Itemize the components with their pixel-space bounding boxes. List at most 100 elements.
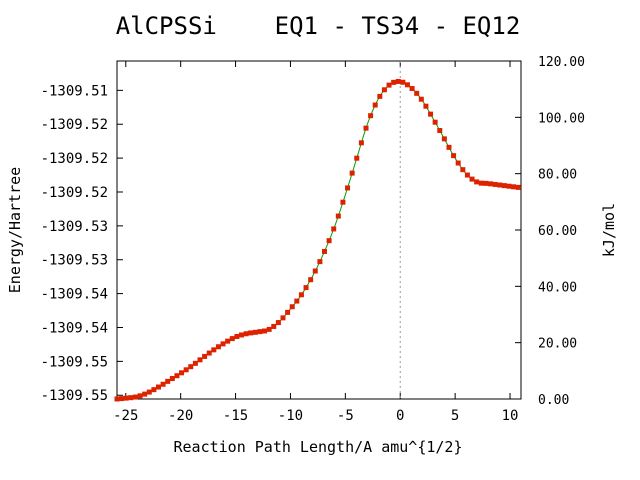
data-point [123,395,129,401]
data-point [257,329,263,335]
data-point [363,125,369,131]
data-point [474,179,480,185]
data-point [483,180,489,186]
y2-tick-label: 20.00 [538,337,577,352]
data-point [460,167,466,173]
y-tick-label: -1309.54 [41,320,108,336]
data-point [119,396,125,402]
data-point [340,199,346,205]
data-point [174,373,180,379]
data-point [395,78,401,84]
y-tick-label: -1309.55 [41,388,108,404]
x-tick-label: 0 [396,408,404,424]
data-point [266,326,272,332]
data-point [234,334,240,339]
data-point [303,285,309,291]
data-point [506,183,512,189]
data-point [132,394,138,400]
data-point [169,376,175,382]
data-point [358,140,364,146]
plot-frame [116,60,522,400]
data-point [220,341,226,347]
y2-tick-label: 80.00 [538,168,577,183]
data-point [469,176,475,182]
y-tick-label: -1309.53 [41,253,108,269]
y2-tick-label: 0.00 [538,393,569,408]
data-point [381,87,387,93]
data-point [437,128,443,133]
x-tick-label: 5 [451,408,459,424]
data-point [414,90,420,96]
data-point [464,172,470,178]
data-point [151,387,157,393]
data-point [391,79,397,85]
data-point [183,367,189,373]
y-tick-label: -1309.52 [41,185,108,201]
data-point [335,213,341,219]
data-point [280,315,286,321]
data-point [400,79,406,85]
y-axis-label: Energy/Hartree [6,167,24,293]
data-point [409,86,415,92]
y2-tick-label: 120.00 [538,55,585,70]
data-point [238,332,244,338]
data-point [114,396,120,402]
data-point [349,170,355,176]
data-point [160,381,166,387]
data-point [229,336,235,342]
tick-label-layer: -25 -20 -15 -10 -5 0 5 10 -1309.55 -1309.55 -1309.… [41,55,585,424]
data-point [289,304,295,310]
y-tick-label: -1309.52 [41,151,108,167]
data-point [511,184,517,190]
data-point [142,391,148,397]
x-tick-label: -15 [223,408,248,424]
data-point [275,320,281,326]
x-axis-label: Reaction Path Length/A amu^{1/2} [174,438,463,456]
energy-curve [116,80,522,400]
data-point [128,395,134,401]
x-tick-label: -20 [168,408,193,424]
data-point [308,277,314,283]
x-tick-label: -10 [278,408,303,424]
data-point [206,350,212,356]
data-point [225,338,231,344]
data-point [192,360,198,366]
data-point [451,153,457,159]
data-point [317,259,323,265]
y2-tick-label: 60.00 [538,224,577,239]
data-point [432,119,438,125]
data-point [321,248,327,254]
data-point [354,155,360,161]
data-point [487,181,493,187]
data-point [372,102,378,108]
data-point [271,323,277,329]
data-point [215,344,221,350]
data-point [386,82,392,88]
data-point [441,136,447,142]
data-point [262,328,268,334]
x-tick-label: 10 [502,408,519,424]
data-point [252,329,258,335]
data-point [423,103,429,109]
data-point [156,384,161,390]
data-point [345,185,351,191]
data-point [404,82,410,88]
data-point [497,182,503,188]
data-point [285,309,291,315]
x-tick-label: -25 [113,408,138,424]
data-point [501,183,507,189]
data-point [298,292,304,298]
data-point [331,226,337,232]
data-point [248,330,254,336]
data-point [202,353,208,359]
data-point [146,389,152,395]
data-point [377,93,383,99]
data-point [294,298,300,304]
y-tick-label: -1309.53 [41,219,108,235]
data-point [492,181,498,187]
y-tick-label: -1309.55 [41,354,108,370]
data-point [137,393,143,399]
data-point [368,113,374,119]
y2-axis-label: kJ/mol [600,203,618,257]
